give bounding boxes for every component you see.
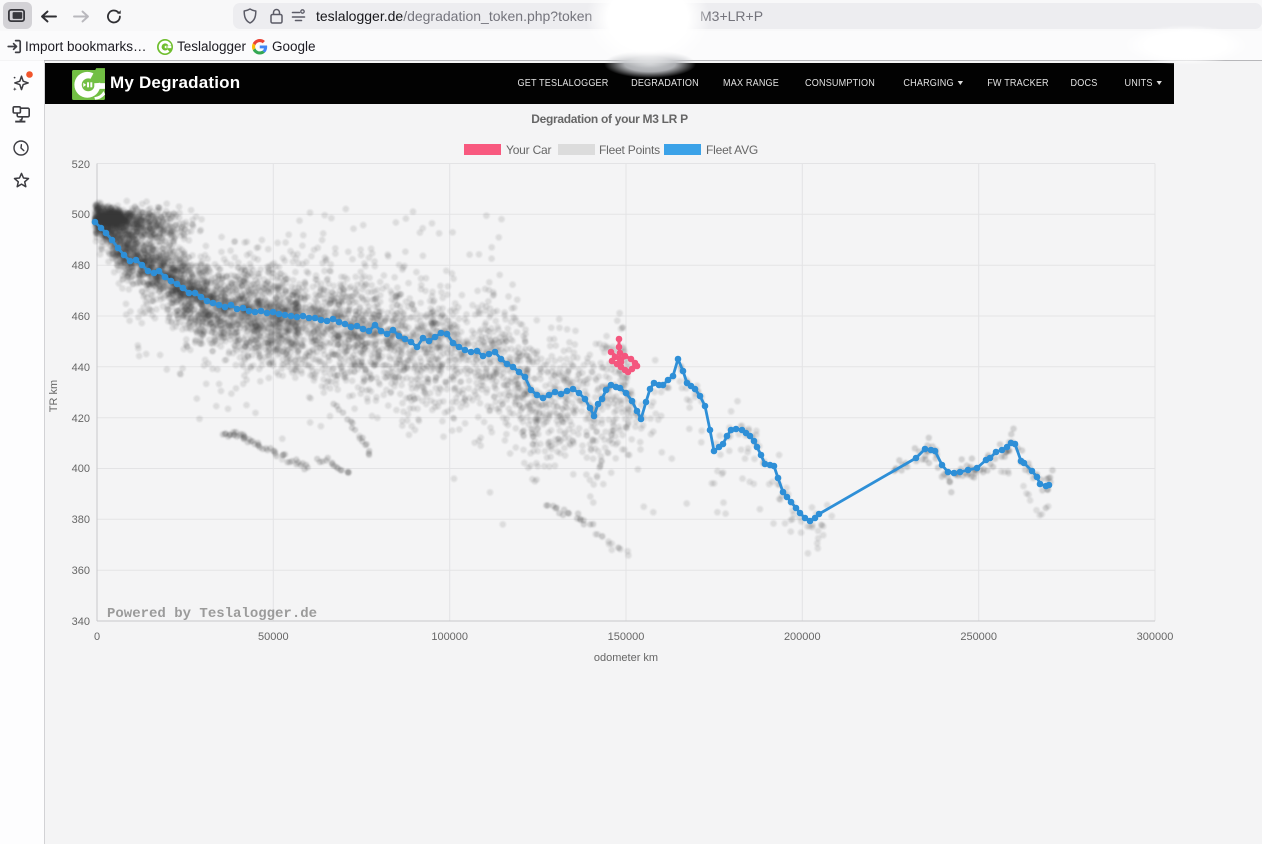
- svg-text:340: 340: [72, 616, 90, 628]
- svg-text:250000: 250000: [960, 631, 997, 643]
- svg-text:400: 400: [72, 463, 90, 475]
- svg-text:TR km: TR km: [48, 380, 60, 412]
- svg-text:200000: 200000: [784, 631, 821, 643]
- svg-text:420: 420: [72, 413, 90, 425]
- svg-text:360: 360: [72, 565, 90, 577]
- svg-text:460: 460: [72, 311, 90, 323]
- svg-text:380: 380: [72, 514, 90, 526]
- svg-text:520: 520: [72, 159, 90, 171]
- svg-text:440: 440: [72, 362, 90, 374]
- svg-text:150000: 150000: [608, 631, 645, 643]
- svg-text:100000: 100000: [431, 631, 468, 643]
- svg-text:480: 480: [72, 260, 90, 272]
- svg-text:300000: 300000: [1137, 631, 1174, 643]
- svg-text:500: 500: [72, 209, 90, 221]
- svg-text:50000: 50000: [258, 631, 289, 643]
- svg-text:0: 0: [94, 631, 100, 643]
- svg-text:odometer km: odometer km: [594, 652, 658, 664]
